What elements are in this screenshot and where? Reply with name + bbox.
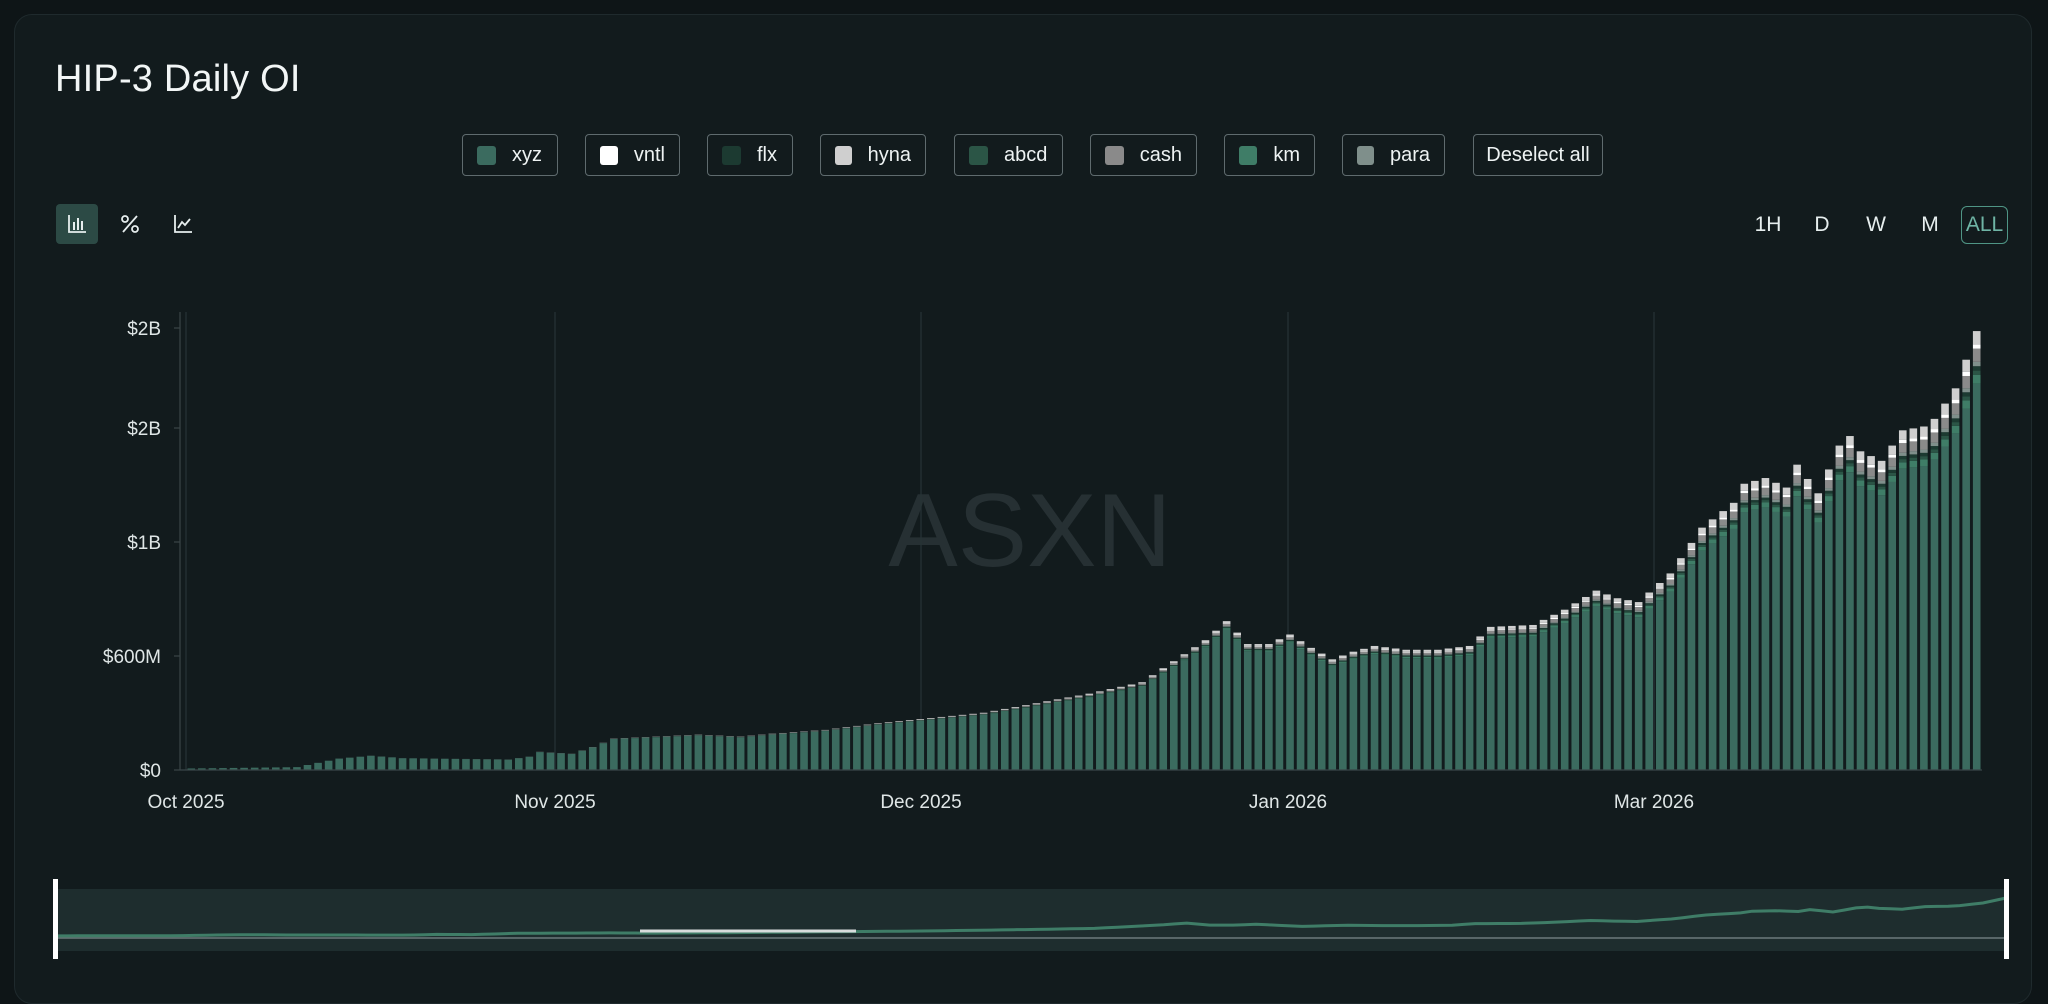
legend-label: vntl xyxy=(634,144,665,167)
legend-item-para[interactable]: para xyxy=(1342,134,1445,176)
page-title: HIP-3 Daily OI xyxy=(55,58,301,101)
legend-item-vntl[interactable]: vntl xyxy=(585,134,680,176)
legend-label: abcd xyxy=(1004,144,1047,167)
legend-label: cash xyxy=(1140,144,1182,167)
legend-label: hyna xyxy=(868,144,911,167)
bar-view-button[interactable] xyxy=(56,204,98,244)
legend-swatch xyxy=(722,146,741,165)
line-view-button[interactable] xyxy=(162,204,204,244)
legend-swatch xyxy=(600,146,618,165)
line-chart-icon xyxy=(172,213,194,235)
percent-view-button[interactable] xyxy=(109,204,151,244)
legend-swatch xyxy=(969,146,988,165)
legend-swatch xyxy=(1105,146,1124,165)
legend-swatch xyxy=(477,146,496,165)
legend-label: km xyxy=(1273,144,1300,167)
legend-item-km[interactable]: km xyxy=(1224,134,1315,176)
legend-bar: xyz vntl flx hyna abcd cash km para Dese… xyxy=(0,134,2048,178)
legend-item-flx[interactable]: flx xyxy=(707,134,793,176)
legend-item-hyna[interactable]: hyna xyxy=(820,134,926,176)
legend-item-xyz[interactable]: xyz xyxy=(462,134,558,176)
legend-label: flx xyxy=(757,144,777,167)
legend-label: para xyxy=(1390,144,1430,167)
deselect-all-label: Deselect all xyxy=(1486,144,1589,167)
legend-swatch xyxy=(1239,146,1257,165)
legend-swatch xyxy=(1357,146,1374,165)
range-d-button[interactable]: D xyxy=(1803,206,1841,244)
range-1h-button[interactable]: 1H xyxy=(1749,206,1787,244)
legend-label: xyz xyxy=(512,144,542,167)
deselect-all-button[interactable]: Deselect all xyxy=(1473,134,1603,176)
legend-item-abcd[interactable]: abcd xyxy=(954,134,1063,176)
legend-item-cash[interactable]: cash xyxy=(1090,134,1197,176)
range-m-button[interactable]: M xyxy=(1911,206,1949,244)
range-all-button[interactable]: ALL xyxy=(1961,206,2008,244)
percent-icon xyxy=(119,213,141,235)
legend-swatch xyxy=(835,146,852,165)
range-w-button[interactable]: W xyxy=(1857,206,1895,244)
bar-chart-icon xyxy=(66,213,88,235)
